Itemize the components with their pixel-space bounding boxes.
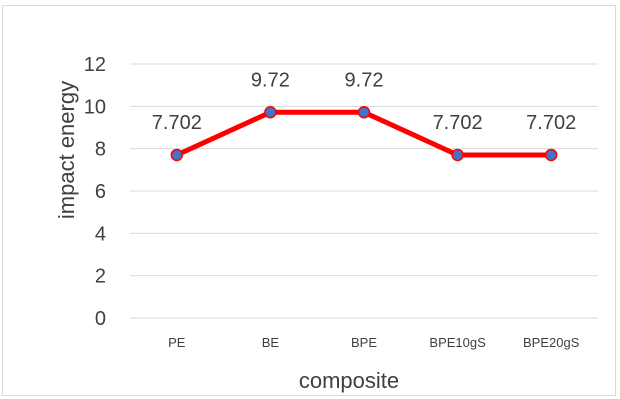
- x-tick-label: BPE: [351, 335, 377, 350]
- x-tick-label: PE: [168, 335, 186, 350]
- x-tick-label: BE: [262, 335, 280, 350]
- data-labels: 7.702 9.72 9.72 7.702 7.702: [152, 69, 576, 134]
- series-markers: [170, 106, 558, 162]
- x-tick-label: BPE10gS: [429, 335, 486, 350]
- data-label: 7.702: [152, 112, 202, 134]
- chart-frame: [2, 5, 616, 396]
- x-axis-title: composite: [299, 368, 399, 393]
- y-axis-ticks: 0 2 4 6 8 10 12: [84, 54, 106, 330]
- data-point: [451, 148, 464, 162]
- y-tick-label: 8: [95, 139, 106, 161]
- y-axis-title: impact energy: [54, 81, 79, 219]
- x-axis-ticks: PE BE BPE BPE10gS BPE20gS: [168, 335, 580, 350]
- y-tick-label: 4: [95, 223, 106, 245]
- y-tick-label: 12: [84, 54, 106, 76]
- x-tick-label: BPE20gS: [523, 335, 580, 350]
- y-tick-label: 6: [95, 181, 106, 203]
- data-label: 9.72: [345, 69, 384, 91]
- data-point: [357, 106, 371, 119]
- data-label: 7.702: [433, 112, 483, 134]
- y-tick-label: 2: [95, 266, 106, 288]
- data-point: [264, 106, 277, 119]
- data-label: 7.702: [526, 112, 576, 134]
- data-point: [544, 148, 558, 162]
- gridlines: [130, 63, 598, 319]
- data-label: 9.72: [251, 69, 290, 91]
- y-tick-label: 10: [84, 96, 106, 118]
- y-tick-label: 0: [95, 308, 106, 330]
- data-point: [170, 148, 184, 162]
